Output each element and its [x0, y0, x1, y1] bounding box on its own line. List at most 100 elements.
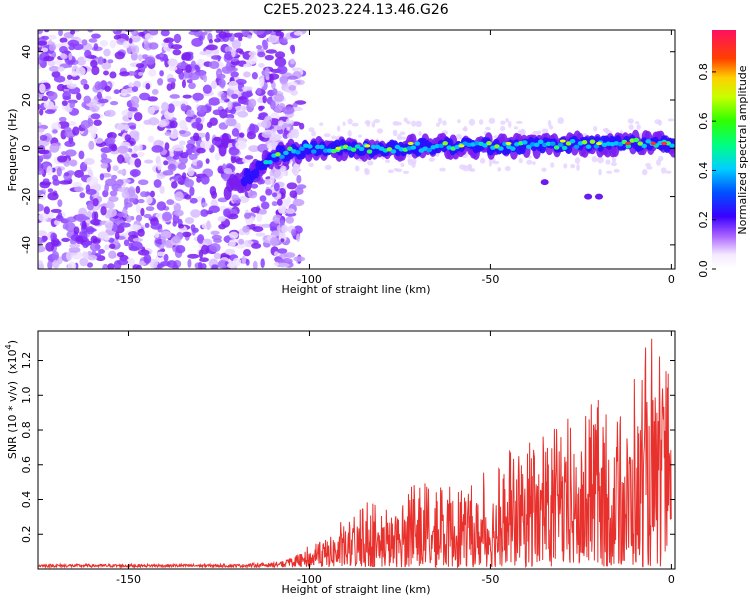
spectrogram-noise-point: [196, 58, 206, 68]
colorbar-tick-label: 0.6: [697, 112, 710, 130]
spectrogram-noise-point: [104, 220, 114, 230]
spectrogram-noise-point: [108, 195, 119, 203]
spectrogram-noise-point: [172, 154, 180, 160]
spectrogram-noise-point: [442, 120, 447, 126]
spectrogram-noise-point: [96, 91, 103, 100]
isolated-blob: [540, 179, 549, 186]
spectrogram-noise-point: [134, 158, 142, 168]
spectrogram-noise-point: [598, 168, 602, 176]
spectrogram-noise-point: [175, 245, 186, 254]
spectrogram-noise-point: [128, 197, 136, 203]
spectrogram-noise-point: [130, 52, 138, 61]
spectrogram-noise-point: [105, 95, 112, 101]
spectrogram-noise-point: [135, 185, 141, 194]
spectrogram-noise-point: [247, 190, 258, 199]
spectrogram-noise-point: [103, 70, 109, 76]
spectrogram-noise-point: [84, 157, 95, 165]
ridge-blue-point: [252, 168, 260, 179]
spectrogram-noise-point: [220, 92, 228, 101]
spectrogram-noise-point: [293, 256, 306, 262]
spectrogram-noise-point: [163, 253, 169, 262]
spectrogram-noise-point: [574, 157, 581, 165]
ridge-core-point: [438, 143, 444, 149]
ridge-core-point: [283, 150, 289, 156]
ridge-blue-point: [240, 176, 248, 187]
spectrogram-noise-point: [294, 100, 307, 105]
spectrogram-noise-point: [123, 239, 130, 247]
spectrogram-noise-point: [192, 92, 204, 101]
spectrogram-noise-point: [86, 176, 99, 186]
spectrogram-noise-point: [228, 146, 240, 156]
spectrogram-noise-point: [61, 151, 67, 156]
spectrogram-noise-point: [411, 161, 416, 168]
spectrogram-noise-point: [188, 82, 196, 90]
spectrogram-noise-point: [591, 156, 598, 163]
spectrogram-noise-point: [285, 216, 295, 224]
spectrogram-noise-point: [158, 140, 164, 146]
spectrogram-noise-point: [38, 236, 43, 246]
ridge-peak-point: [407, 141, 414, 146]
spectrogram-noise-point: [196, 105, 207, 114]
spectrogram-noise-point: [130, 95, 140, 106]
snr-panel: -150 -100 -50 0 0.2 0.4 0.6 0.8 1.0 1.2 Height o…: [4, 330, 676, 596]
spectrogram-noise-point: [228, 240, 236, 247]
spectrogram-noise-point: [202, 84, 212, 94]
snr-x-tick-label: -100: [297, 573, 322, 586]
spectrogram-noise-point: [151, 145, 164, 153]
spectrogram-noise-point: [121, 110, 128, 116]
spectrogram-noise-point: [296, 233, 301, 242]
spectrogram-noise-point: [199, 51, 208, 56]
spectrogram-noise-point: [170, 44, 183, 50]
spectrogram-noise-point: [120, 88, 128, 97]
spectrogram-noise-point: [72, 182, 82, 188]
spectrogram-noise-point: [178, 129, 186, 135]
spectrogram-noise-point: [213, 252, 221, 260]
spectrogram-noise-point: [46, 105, 59, 110]
spectrogram-noise-point: [336, 125, 341, 132]
spectrogram-noise-point: [100, 147, 112, 154]
spectrogram-noise-point: [153, 179, 162, 188]
colorbar-gradient: [712, 30, 736, 269]
spectrogram-noise-point: [104, 85, 111, 92]
spectrogram-noise-point: [59, 37, 68, 43]
spectrogram-noise-point: [526, 159, 533, 165]
spectrogram-noise-point: [38, 203, 44, 212]
spectrogram-noise-point: [299, 122, 305, 130]
snr-y-ticks: 0.2 0.4 0.6 0.8 1.0 1.2: [20, 352, 675, 543]
spectrogram-noise-point: [88, 140, 95, 150]
ridge-peak-point: [661, 141, 668, 146]
colorbar-tick-label: 0.2: [697, 211, 710, 229]
spectrogram-noise-point: [277, 262, 290, 268]
spectrogram-noise-point: [241, 255, 247, 265]
snr-frame: [37, 330, 676, 570]
spectrogram-noise-point: [80, 119, 91, 129]
spectrogram-noise-point: [191, 121, 200, 129]
spectrogram-noise-point: [161, 236, 167, 246]
spectrogram-noise-point: [181, 79, 186, 89]
spectrogram-noise-point: [75, 66, 86, 77]
spectrogram-noise-point: [189, 186, 195, 197]
spectrogram-noise-point: [428, 157, 435, 162]
ridge-core-point: [589, 139, 596, 144]
spectrogram-noise-point: [224, 248, 236, 255]
spectrogram-noise-point: [285, 118, 291, 125]
spectrogram-noise-point: [98, 249, 105, 255]
spectrogram-noise-point: [635, 121, 640, 125]
spectrogram-noise-point: [392, 129, 398, 137]
ridge-core-point: [414, 141, 421, 146]
spectrogram-noise-point: [135, 204, 141, 214]
spectrogram-noise-point: [260, 258, 265, 269]
spectrogram-noise-point: [81, 39, 88, 46]
snr-y-tick-label: 0.2: [20, 526, 33, 544]
spectrogram-noise-point: [186, 109, 195, 118]
spectrogram-noise-point: [90, 131, 96, 139]
spectrogram-noise-point: [93, 119, 102, 126]
spectrogram-noise-point: [178, 71, 185, 80]
spectrogram-noise-point: [296, 184, 307, 190]
spectrogram-noise-point: [274, 57, 287, 68]
spectrogram-noise-point: [248, 98, 257, 108]
spectrogram-noise-point: [269, 168, 282, 178]
spectrogram-noise-point: [162, 170, 174, 176]
spectrogram-noise-point: [190, 209, 201, 218]
spectrogram-noise-point: [177, 162, 187, 170]
